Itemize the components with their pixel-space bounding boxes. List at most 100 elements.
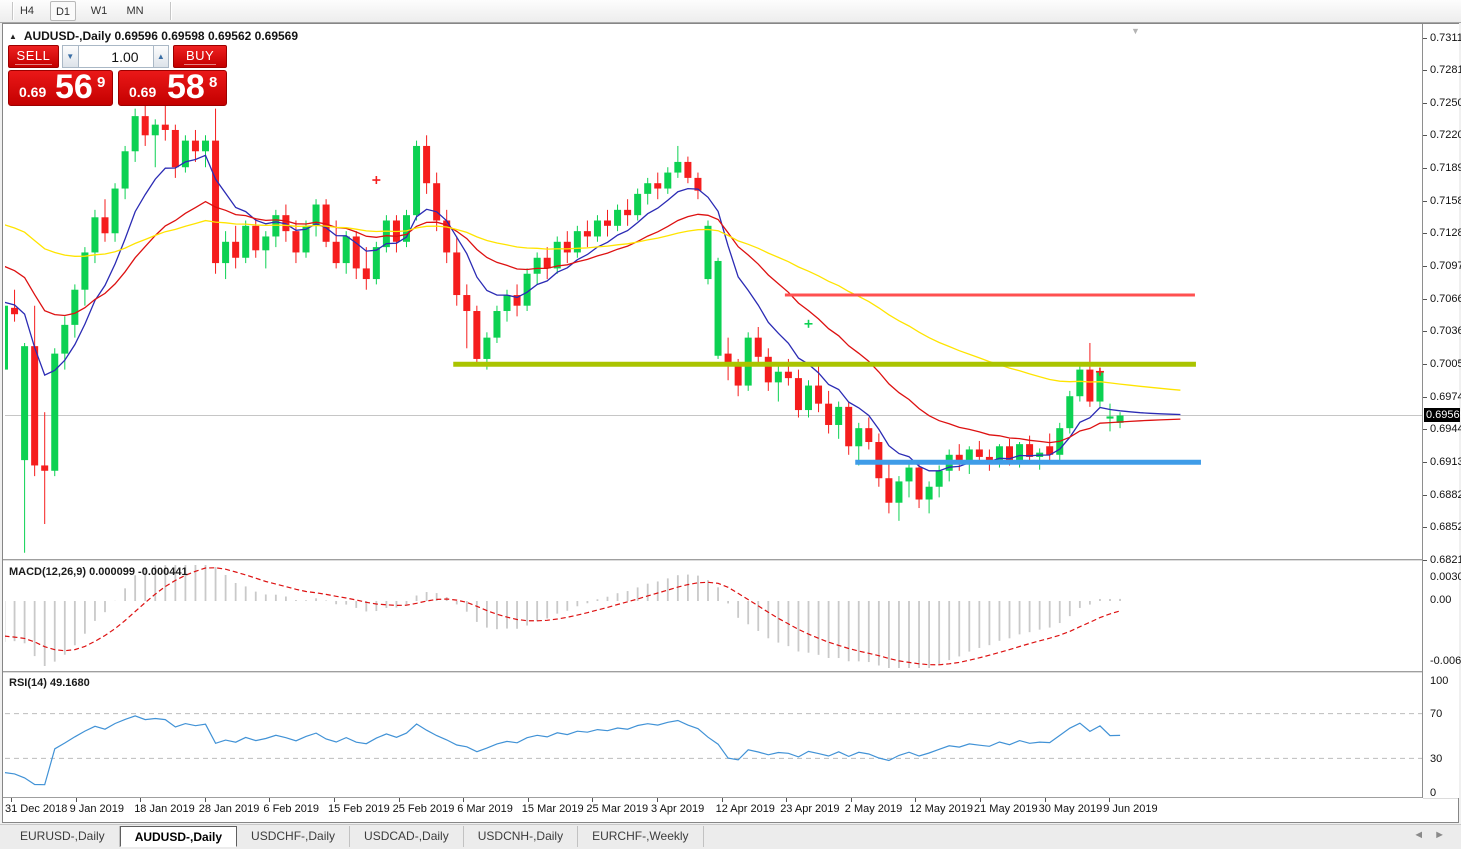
symbol-tab-usdcad[interactable]: USDCAD-,Daily: [350, 826, 464, 847]
volume-increase-button[interactable]: ▲: [152, 45, 170, 68]
candle[interactable]: [282, 204, 290, 242]
candle[interactable]: [312, 199, 320, 237]
candle[interactable]: [392, 215, 400, 253]
candle[interactable]: [31, 305, 39, 477]
candle[interactable]: [362, 247, 370, 290]
candle[interactable]: [704, 220, 712, 285]
candle[interactable]: [463, 284, 471, 349]
candle[interactable]: [81, 247, 89, 306]
candle[interactable]: [1116, 412, 1124, 429]
candle[interactable]: [513, 284, 521, 317]
volume-decrease-button[interactable]: ▼: [61, 45, 79, 68]
buy-price-box[interactable]: 0.69 58 8: [118, 68, 227, 106]
symbol-tab-eurchf[interactable]: EURCHF-,Weekly: [578, 826, 704, 847]
candle[interactable]: [272, 209, 280, 248]
candle[interactable]: [684, 156, 692, 184]
candle[interactable]: [825, 390, 833, 434]
candle[interactable]: [212, 108, 220, 274]
candle[interactable]: [372, 241, 380, 285]
candle[interactable]: [242, 220, 250, 264]
price-chart-pane[interactable]: [5, 24, 1422, 559]
candle[interactable]: [1046, 433, 1054, 461]
candle[interactable]: [61, 316, 69, 370]
candle[interactable]: [774, 364, 782, 402]
candle[interactable]: [945, 449, 953, 482]
candle[interactable]: [925, 481, 933, 514]
candle[interactable]: [161, 105, 169, 141]
moving-average-fast[interactable]: [5, 154, 1181, 472]
timeframe-button-h4[interactable]: H4: [19, 5, 35, 17]
chart-scroll-marker-icon[interactable]: ▼: [1131, 26, 1140, 36]
candle[interactable]: [41, 412, 49, 525]
candle[interactable]: [865, 417, 873, 450]
date-axis[interactable]: [3, 798, 1423, 822]
candle[interactable]: [714, 257, 722, 359]
candle[interactable]: [71, 284, 79, 338]
candle[interactable]: [443, 209, 451, 264]
candle[interactable]: [101, 199, 109, 242]
candle[interactable]: [342, 231, 350, 274]
candle[interactable]: [573, 225, 581, 258]
candle[interactable]: [744, 332, 752, 391]
buy-button[interactable]: BUY: [173, 45, 227, 68]
symbol-tab-usdcnh[interactable]: USDCNH-,Daily: [464, 826, 579, 847]
sell-price-box[interactable]: 0.69 56 9: [8, 68, 113, 106]
one-click-panel-collapse-icon[interactable]: ▲: [9, 32, 17, 41]
candle[interactable]: [543, 247, 551, 280]
candle[interactable]: [5, 300, 8, 380]
candle[interactable]: [433, 172, 441, 232]
candle[interactable]: [1086, 342, 1094, 407]
candle[interactable]: [674, 145, 682, 178]
candle[interactable]: [382, 215, 390, 253]
candle[interactable]: [724, 337, 732, 381]
candle[interactable]: [1036, 448, 1044, 470]
candle[interactable]: [473, 305, 481, 365]
candle[interactable]: [694, 172, 702, 200]
candle[interactable]: [905, 460, 913, 498]
candle[interactable]: [805, 380, 812, 418]
moving-average-slow[interactable]: [5, 219, 1181, 391]
tab-scroll-right-icon[interactable]: ►: [1434, 829, 1455, 841]
candle[interactable]: [232, 225, 240, 269]
candle[interactable]: [151, 119, 159, 168]
candle[interactable]: [292, 220, 300, 264]
candle[interactable]: [654, 172, 662, 200]
candle[interactable]: [604, 209, 611, 237]
volume-input[interactable]: [78, 45, 153, 68]
candle[interactable]: [322, 199, 330, 248]
candle[interactable]: [885, 460, 893, 514]
candle[interactable]: [915, 463, 923, 509]
timeframe-button-d1[interactable]: D1: [50, 1, 76, 21]
pane-separator[interactable]: [3, 671, 1458, 673]
moving-average-medium[interactable]: [5, 200, 1181, 444]
candle[interactable]: [403, 209, 410, 248]
candle[interactable]: [111, 183, 119, 242]
candle[interactable]: [181, 135, 189, 173]
candle[interactable]: [794, 369, 802, 418]
tab-scroll-left-icon[interactable]: ◄: [1413, 829, 1435, 841]
candle[interactable]: [855, 422, 863, 466]
symbol-tab-usdchf[interactable]: USDCHF-,Daily: [237, 826, 351, 847]
candle[interactable]: [975, 440, 983, 463]
candle[interactable]: [764, 348, 772, 391]
candle[interactable]: [664, 167, 672, 194]
candle[interactable]: [593, 215, 601, 242]
pane-separator[interactable]: [3, 559, 1458, 561]
candle[interactable]: [624, 199, 632, 226]
candle[interactable]: [413, 140, 421, 221]
candle[interactable]: [202, 135, 209, 168]
candle[interactable]: [493, 305, 501, 343]
cross-marker[interactable]: [1095, 367, 1104, 376]
symbol-tab-audusd[interactable]: AUDUSD-,Daily: [119, 826, 238, 847]
candle[interactable]: [563, 231, 571, 264]
candle[interactable]: [352, 231, 360, 280]
cross-marker[interactable]: [804, 319, 813, 328]
candle[interactable]: [171, 124, 179, 178]
candle[interactable]: [895, 476, 903, 521]
candle[interactable]: [131, 108, 139, 162]
candle[interactable]: [262, 231, 270, 269]
candle[interactable]: [191, 129, 199, 162]
cross-marker[interactable]: [372, 176, 381, 185]
candle[interactable]: [614, 204, 622, 232]
candle[interactable]: [453, 236, 461, 306]
